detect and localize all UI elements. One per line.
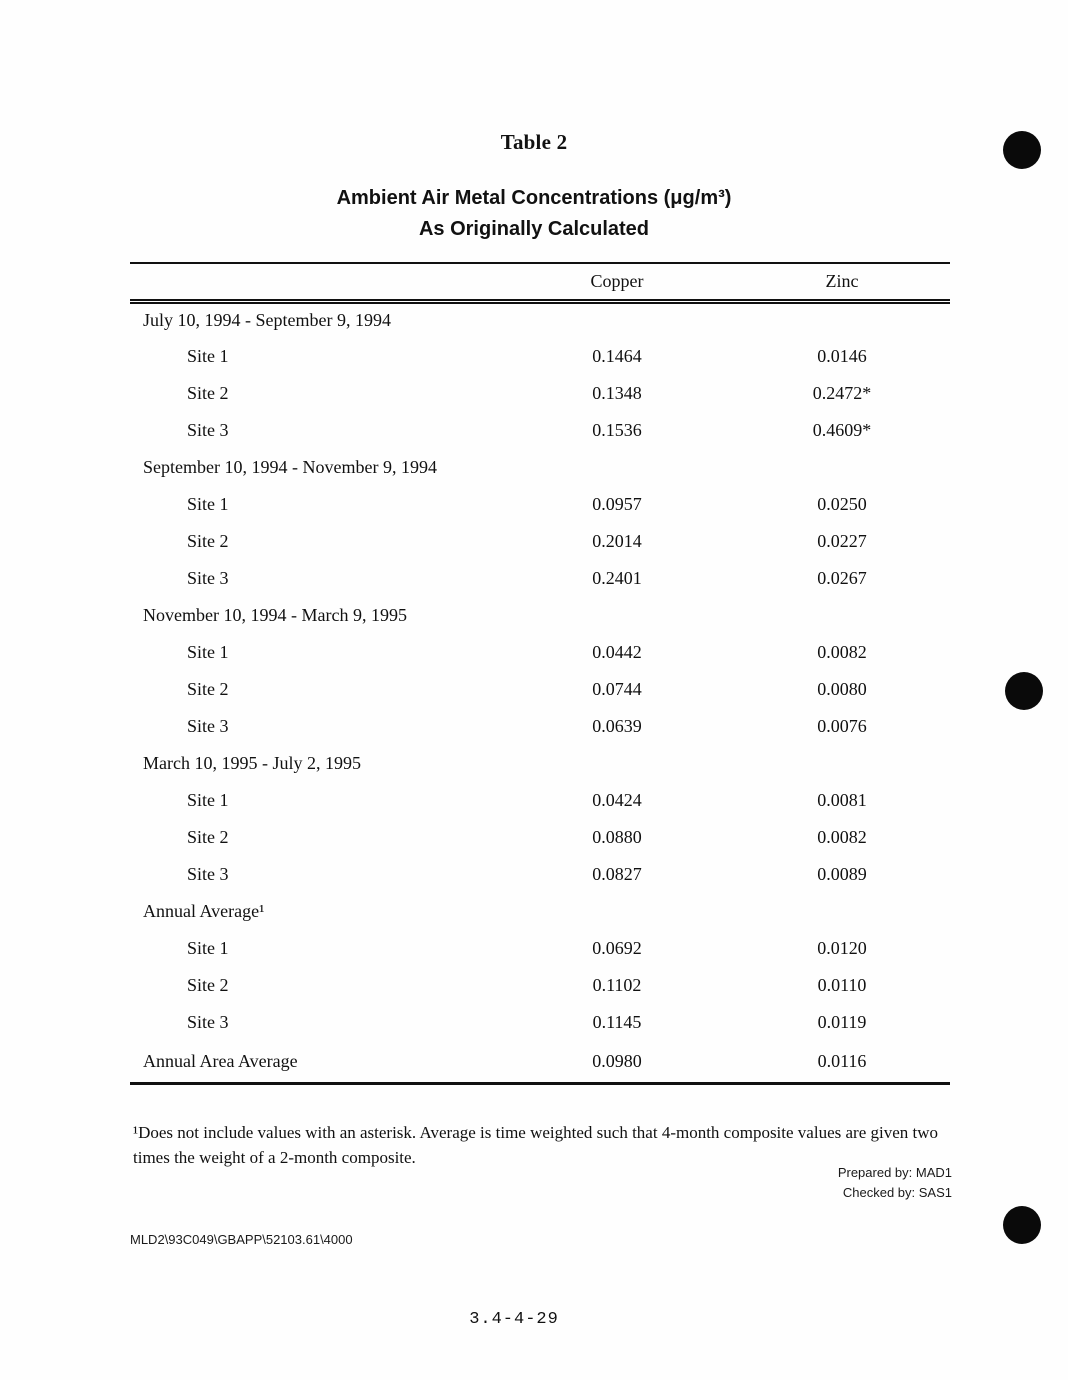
section-header: Annual Average¹ [143,901,265,921]
empty-header-cell [130,262,500,304]
site-label: Site 3 [187,864,229,884]
concentrations-table: Copper Zinc July 10, 1994 - September 9,… [130,262,950,1085]
copper-value: 0.0744 [592,679,642,699]
section-header: July 10, 1994 - September 9, 1994 [143,310,391,331]
annual-area-average-row: Annual Area Average 0.0980 0.0116 [130,1041,950,1085]
copper-value: 0.0980 [500,1041,734,1085]
table-row: Site 2 0.1102 0.0110 [130,967,950,1004]
table-row: Site 3 0.1536 0.4609* [130,412,950,449]
copper-value: 0.1464 [592,346,642,366]
site-label: Site 1 [187,642,229,662]
punch-hole-icon [1003,131,1041,169]
zinc-value: 0.0116 [734,1041,950,1085]
table-row: Site 3 0.1145 0.0119 [130,1004,950,1041]
copper-value: 0.0827 [592,864,642,884]
prepared-by: Prepared by: MAD1 [837,1165,952,1180]
table-row: Site 2 0.1348 0.2472* [130,375,950,412]
copper-value: 0.0424 [592,790,642,810]
table-row: Site 3 0.2401 0.0267 [130,560,950,597]
subtitle-line-1: Ambient Air Metal Concentrations (μg/m³) [336,187,732,209]
punch-hole-icon [1003,1206,1041,1244]
section-header: September 10, 1994 - November 9, 1994 [143,457,437,477]
copper-value: 0.0692 [592,938,642,958]
table-row: Site 1 0.0442 0.0082 [130,634,950,671]
section-header-row: September 10, 1994 - November 9, 1994 [130,449,950,486]
copper-value: 0.0639 [592,716,642,736]
copper-value: 0.1536 [592,420,642,440]
copper-value: 0.1348 [592,383,642,403]
copper-value: 0.1145 [592,1012,642,1032]
zinc-value: 0.4609* [812,420,872,440]
punch-hole-icon [1005,672,1043,710]
site-label: Site 1 [187,938,229,958]
subtitle-line-2: As Originally Calculated [418,218,650,240]
annual-area-average-label: Annual Area Average [130,1041,500,1085]
zinc-value: 0.0089 [817,864,867,884]
zinc-value: 0.0082 [817,642,867,662]
table-row: Site 1 0.0424 0.0081 [130,782,950,819]
section-header: November 10, 1994 - March 9, 1995 [143,605,407,625]
table-title: Table 2 [500,130,568,154]
table-row: Site 1 0.1464 0.0146 [130,338,950,375]
site-label: Site 2 [187,975,229,995]
file-reference: MLD2\93C049\GBAPP\52103.61\4000 [130,1232,353,1247]
signature-block: Prepared by: MAD1 Checked by: SAS1 [650,1163,952,1203]
site-label: Site 1 [187,346,229,366]
section-header-row: Annual Average¹ [130,893,950,930]
table-row: Site 3 0.0639 0.0076 [130,708,950,745]
site-label: Site 2 [187,531,229,551]
site-label: Site 3 [187,420,229,440]
table-row: Site 1 0.0957 0.0250 [130,486,950,523]
zinc-value: 0.0076 [817,716,867,736]
table-row: Site 2 0.2014 0.0227 [130,523,950,560]
section-header-row: July 10, 1994 - September 9, 1994 [130,301,950,338]
footnote: ¹Does not include values with an asteris… [133,1123,939,1167]
column-header-copper: Copper [500,262,734,304]
copper-value: 0.2014 [592,531,642,551]
copper-value: 0.0442 [592,642,642,662]
column-header-zinc: Zinc [734,262,950,304]
table-row: Site 2 0.0880 0.0082 [130,819,950,856]
site-label: Site 3 [187,1012,229,1032]
site-label: Site 1 [187,790,229,810]
zinc-value: 0.0146 [817,346,867,366]
zinc-value: 0.0081 [817,790,867,810]
section-header-row: November 10, 1994 - March 9, 1995 [130,597,950,634]
checked-by: Checked by: SAS1 [842,1185,952,1200]
zinc-value: 0.0082 [817,827,867,847]
site-label: Site 3 [187,716,229,736]
table-subtitle: Ambient Air Metal Concentrations (μg/m³)… [0,183,1068,245]
table-row: Site 3 0.0827 0.0089 [130,856,950,893]
site-label: Site 1 [187,494,229,514]
site-label: Site 2 [187,679,229,699]
table-row: Site 2 0.0744 0.0080 [130,671,950,708]
zinc-value: 0.0227 [817,531,867,551]
site-label: Site 3 [187,568,229,588]
zinc-value: 0.0119 [817,1012,867,1032]
table-row: Site 1 0.0692 0.0120 [130,930,950,967]
section-header-row: March 10, 1995 - July 2, 1995 [130,745,950,782]
zinc-value: 0.0267 [817,568,867,588]
site-label: Site 2 [187,383,229,403]
copper-value: 0.0880 [592,827,642,847]
section-header: March 10, 1995 - July 2, 1995 [143,753,361,773]
page-number: 3.4-4-29 [469,1310,559,1329]
zinc-value: 0.2472* [812,383,872,403]
zinc-value: 0.0120 [817,938,867,958]
zinc-value: 0.0110 [817,975,867,995]
copper-value: 0.0957 [592,494,642,514]
table-header-row: Copper Zinc [130,262,950,304]
zinc-value: 0.0250 [817,494,867,514]
site-label: Site 2 [187,827,229,847]
copper-value: 0.2401 [592,568,642,588]
zinc-value: 0.0080 [817,679,867,699]
copper-value: 0.1102 [592,975,642,995]
